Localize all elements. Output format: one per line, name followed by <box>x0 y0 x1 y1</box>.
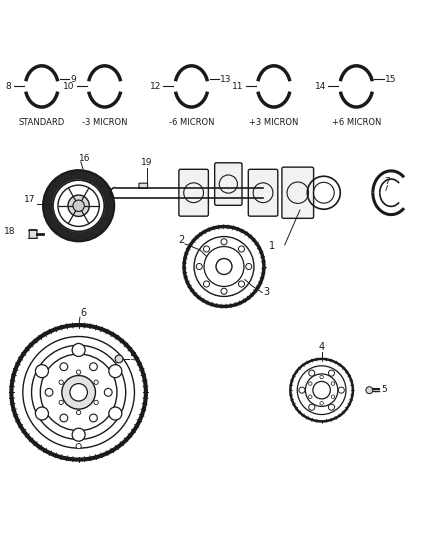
Text: +6 MICRON: +6 MICRON <box>332 118 381 127</box>
FancyBboxPatch shape <box>179 169 208 216</box>
Circle shape <box>115 355 123 363</box>
Text: 3: 3 <box>263 287 269 297</box>
Text: 17: 17 <box>24 195 35 204</box>
Text: 12: 12 <box>149 82 161 91</box>
Circle shape <box>308 382 312 385</box>
Circle shape <box>89 363 97 370</box>
Circle shape <box>313 382 330 399</box>
Circle shape <box>45 389 53 396</box>
Circle shape <box>72 428 85 441</box>
Text: 10: 10 <box>63 82 74 91</box>
Circle shape <box>331 382 335 385</box>
Text: 13: 13 <box>220 75 232 84</box>
Circle shape <box>72 343 85 357</box>
Circle shape <box>109 407 122 420</box>
Circle shape <box>35 407 49 420</box>
Circle shape <box>320 401 323 405</box>
Circle shape <box>76 443 81 449</box>
Text: 5: 5 <box>381 385 387 394</box>
Circle shape <box>94 380 98 384</box>
Circle shape <box>221 288 227 294</box>
Circle shape <box>338 387 344 393</box>
Circle shape <box>320 375 323 379</box>
Circle shape <box>77 410 81 415</box>
Text: 16: 16 <box>79 154 91 163</box>
Circle shape <box>238 246 244 252</box>
Circle shape <box>68 195 89 216</box>
Text: 18: 18 <box>4 227 16 236</box>
Circle shape <box>60 363 68 370</box>
FancyBboxPatch shape <box>29 230 37 238</box>
Circle shape <box>89 414 97 422</box>
Text: 9: 9 <box>71 75 76 84</box>
Circle shape <box>309 370 315 376</box>
Circle shape <box>246 263 252 270</box>
Circle shape <box>308 395 312 399</box>
Text: 19: 19 <box>141 158 153 166</box>
Text: 4: 4 <box>318 342 325 352</box>
Text: 7: 7 <box>385 176 390 185</box>
Circle shape <box>309 404 315 410</box>
Text: STANDARD: STANDARD <box>19 118 65 127</box>
Circle shape <box>216 259 232 274</box>
Circle shape <box>238 281 244 287</box>
Text: 1: 1 <box>268 241 275 251</box>
Text: +3 MICRON: +3 MICRON <box>249 118 299 127</box>
Text: 15: 15 <box>385 75 397 84</box>
Text: 6: 6 <box>80 308 86 318</box>
Text: 2: 2 <box>178 235 185 245</box>
Circle shape <box>73 200 85 212</box>
Circle shape <box>204 246 209 252</box>
Circle shape <box>59 380 64 384</box>
Circle shape <box>328 370 335 376</box>
Circle shape <box>60 414 68 422</box>
Circle shape <box>196 263 202 270</box>
FancyBboxPatch shape <box>215 163 242 205</box>
Circle shape <box>35 365 49 378</box>
Text: 14: 14 <box>314 82 326 91</box>
FancyBboxPatch shape <box>139 183 148 188</box>
Text: 8: 8 <box>6 82 11 91</box>
Circle shape <box>299 387 305 393</box>
Circle shape <box>77 370 81 374</box>
Text: 5: 5 <box>129 353 135 362</box>
Circle shape <box>221 239 227 245</box>
Circle shape <box>366 387 373 394</box>
Circle shape <box>328 404 335 410</box>
Text: -3 MICRON: -3 MICRON <box>82 118 127 127</box>
Circle shape <box>59 400 64 405</box>
FancyBboxPatch shape <box>248 169 278 216</box>
Circle shape <box>331 395 335 399</box>
Circle shape <box>109 365 122 378</box>
Text: 11: 11 <box>232 82 244 91</box>
Circle shape <box>62 376 95 409</box>
Circle shape <box>104 389 112 396</box>
Text: -6 MICRON: -6 MICRON <box>169 118 214 127</box>
FancyBboxPatch shape <box>282 167 314 219</box>
Wedge shape <box>43 170 114 241</box>
Circle shape <box>204 281 209 287</box>
Circle shape <box>94 400 98 405</box>
Circle shape <box>70 384 88 401</box>
